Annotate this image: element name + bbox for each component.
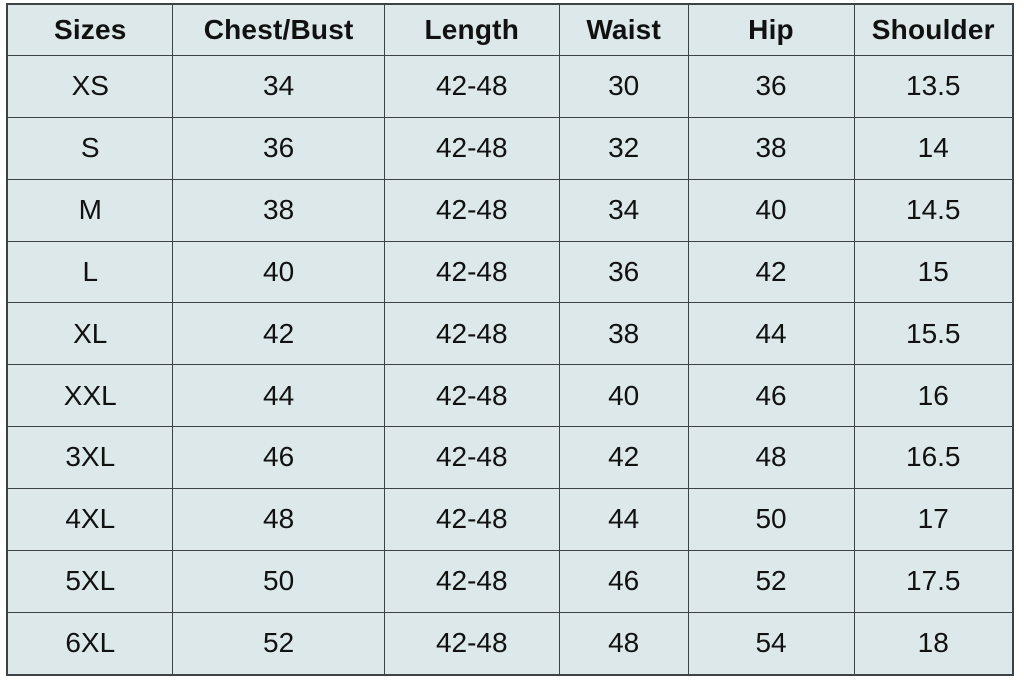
measurement-cell: 34 xyxy=(172,55,385,118)
measurement-cell: 42-48 xyxy=(383,364,560,428)
measurement-cell: 40 xyxy=(687,178,855,242)
measurement-cell: 42-48 xyxy=(383,611,560,676)
measurement-cell: 44 xyxy=(558,487,689,551)
measurement-cell: 30 xyxy=(558,55,689,118)
measurement-cell: 13.5 xyxy=(853,55,1014,118)
measurement-cell: 42-48 xyxy=(383,240,560,304)
table-row-xs: XS 34 42-48 30 36 13.5 xyxy=(6,55,1014,118)
size-label-cell: XS xyxy=(6,55,174,118)
measurement-cell: 44 xyxy=(172,364,385,428)
measurement-cell: 36 xyxy=(172,116,385,180)
measurement-cell: 34 xyxy=(558,178,689,242)
measurement-cell: 48 xyxy=(558,611,689,676)
measurement-cell: 42-48 xyxy=(383,302,560,366)
measurement-cell: 46 xyxy=(687,364,855,428)
header-row: Sizes Chest/Bust Length Waist Hip Shoulder xyxy=(6,3,1014,56)
measurement-cell: 52 xyxy=(687,549,855,613)
size-label-cell: XXL xyxy=(6,364,174,428)
measurement-cell: 16 xyxy=(853,364,1014,428)
measurement-cell: 32 xyxy=(558,116,689,180)
size-chart-table: Sizes Chest/Bust Length Waist Hip Shoulder XS… xyxy=(6,3,1014,676)
measurement-cell: 42-48 xyxy=(383,549,560,613)
table-row-xxl: XXL 44 42-48 40 46 16 xyxy=(6,364,1014,428)
measurement-cell: 42 xyxy=(558,426,689,489)
measurement-cell: 42-48 xyxy=(383,55,560,118)
measurement-cell: 54 xyxy=(687,611,855,676)
measurement-cell: 46 xyxy=(172,426,385,489)
measurement-cell: 14 xyxy=(853,116,1014,180)
measurement-cell: 17 xyxy=(853,487,1014,551)
size-label-cell: 3XL xyxy=(6,426,174,489)
measurement-cell: 36 xyxy=(558,240,689,304)
measurement-cell: 42 xyxy=(687,240,855,304)
measurement-cell: 42-48 xyxy=(383,178,560,242)
size-label-cell: 5XL xyxy=(6,549,174,613)
measurement-cell: 15 xyxy=(853,240,1014,304)
measurement-cell: 42 xyxy=(172,302,385,366)
measurement-cell: 42-48 xyxy=(383,487,560,551)
size-label-cell: M xyxy=(6,178,174,242)
measurement-cell: 48 xyxy=(687,426,855,489)
measurement-cell: 38 xyxy=(558,302,689,366)
measurement-cell: 44 xyxy=(687,302,855,366)
table-row-s: S 36 42-48 32 38 14 xyxy=(6,116,1014,180)
table-row-5xl: 5XL 50 42-48 46 52 17.5 xyxy=(6,549,1014,613)
measurement-cell: 42-48 xyxy=(383,426,560,489)
size-chart-header: Sizes Chest/Bust Length Waist Hip Shoulder xyxy=(6,3,1014,56)
measurement-cell: 40 xyxy=(172,240,385,304)
measurement-cell: 40 xyxy=(558,364,689,428)
table-row-3xl: 3XL 46 42-48 42 48 16.5 xyxy=(6,426,1014,489)
measurement-cell: 48 xyxy=(172,487,385,551)
size-label-cell: 4XL xyxy=(6,487,174,551)
measurement-cell: 46 xyxy=(558,549,689,613)
column-header-hip: Hip xyxy=(687,3,855,56)
size-label-cell: XL xyxy=(6,302,174,366)
table-row-l: L 40 42-48 36 42 15 xyxy=(6,240,1014,304)
measurement-cell: 18 xyxy=(853,611,1014,676)
table-row-xl: XL 42 42-48 38 44 15.5 xyxy=(6,302,1014,366)
measurement-cell: 17.5 xyxy=(853,549,1014,613)
size-label-cell: L xyxy=(6,240,174,304)
measurement-cell: 50 xyxy=(172,549,385,613)
measurement-cell: 42-48 xyxy=(383,116,560,180)
size-chart-body: XS 34 42-48 30 36 13.5 S 36 42-48 32 38 14 M 38 42-48 3… xyxy=(6,55,1014,676)
table-row-m: M 38 42-48 34 40 14.5 xyxy=(6,178,1014,242)
measurement-cell: 14.5 xyxy=(853,178,1014,242)
table-row-6xl: 6XL 52 42-48 48 54 18 xyxy=(6,611,1014,676)
measurement-cell: 38 xyxy=(172,178,385,242)
column-header-shoulder: Shoulder xyxy=(853,3,1014,56)
column-header-waist: Waist xyxy=(558,3,689,56)
column-header-chest-bust: Chest/Bust xyxy=(172,3,385,56)
measurement-cell: 38 xyxy=(687,116,855,180)
size-chart-container: Sizes Chest/Bust Length Waist Hip Shoulder XS… xyxy=(6,3,1014,676)
column-header-length: Length xyxy=(383,3,560,56)
size-label-cell: S xyxy=(6,116,174,180)
measurement-cell: 52 xyxy=(172,611,385,676)
size-label-cell: 6XL xyxy=(6,611,174,676)
table-row-4xl: 4XL 48 42-48 44 50 17 xyxy=(6,487,1014,551)
measurement-cell: 16.5 xyxy=(853,426,1014,489)
measurement-cell: 36 xyxy=(687,55,855,118)
measurement-cell: 15.5 xyxy=(853,302,1014,366)
measurement-cell: 50 xyxy=(687,487,855,551)
column-header-sizes: Sizes xyxy=(6,3,174,56)
